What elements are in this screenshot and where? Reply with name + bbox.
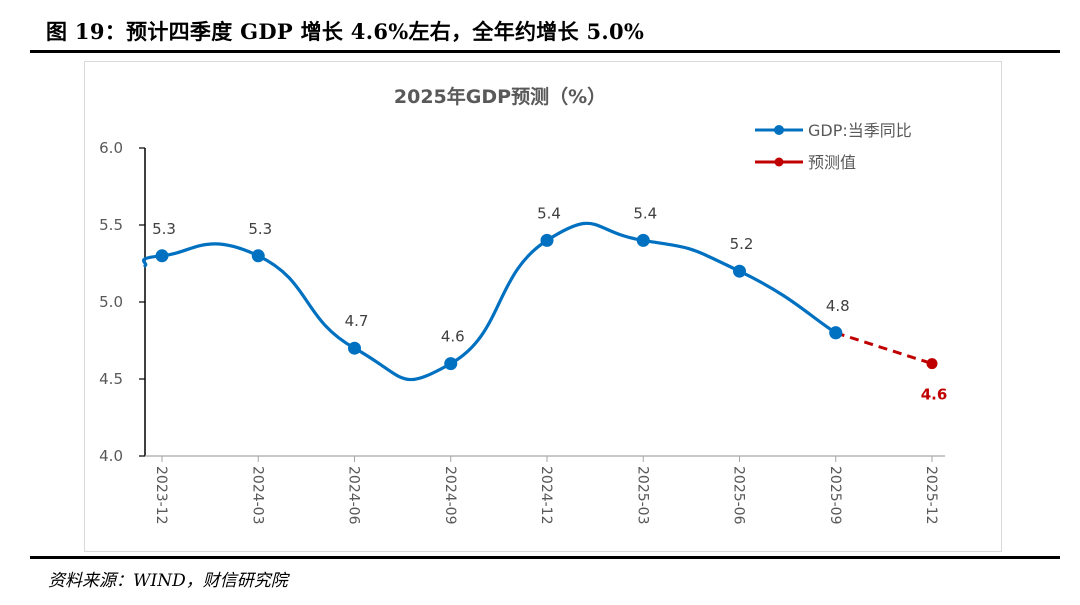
x-tick-label: 2025-03 <box>634 466 650 525</box>
gdp-data-label: 5.2 <box>730 235 754 253</box>
source-note: 资料来源：WIND，财信研究院 <box>48 571 288 591</box>
gdp-data-point <box>444 357 458 371</box>
gdp-data-label: 5.3 <box>248 220 272 238</box>
forecast-data-point <box>926 358 938 370</box>
gdp-data-label: 5.4 <box>537 204 561 222</box>
gdp-data-point <box>733 264 746 278</box>
gdp-data-point <box>155 249 169 263</box>
gdp-data-label: 4.7 <box>345 312 369 330</box>
x-tick-label: 2024-09 <box>442 466 458 525</box>
gdp-data-point <box>348 341 361 355</box>
chart-frame <box>84 61 1002 552</box>
x-tick-label: 2025-12 <box>923 466 939 525</box>
gdp-data-label: 5.4 <box>633 204 657 222</box>
legend-item-forecast: 预测值 <box>755 153 856 172</box>
x-tick-label: 2023-12 <box>153 466 169 525</box>
legend-marker-forecast <box>774 157 784 167</box>
top-rule <box>30 50 1060 53</box>
gdp-data-label: 5.3 <box>152 220 176 238</box>
gdp-data-label: 4.6 <box>441 328 465 346</box>
x-tick-label: 2025-06 <box>731 466 747 525</box>
x-tick-label: 2024-12 <box>538 466 554 525</box>
x-tick-label: 2024-03 <box>249 466 265 525</box>
forecast-series-line <box>835 331 933 366</box>
y-tick-label: 5.5 <box>99 216 123 234</box>
legend-item-gdp: GDP:当季同比 <box>755 121 912 140</box>
figure-title: 图 19：预计四季度 GDP 增长 4.6%左右，全年约增长 5.0% <box>46 19 645 44</box>
y-tick-label: 6.0 <box>99 139 123 157</box>
legend: GDP:当季同比 预测值 <box>755 121 912 172</box>
bottom-rule <box>30 556 1060 559</box>
axes: 6.0 5.5 5.0 4.5 4.0 2023-12 2024-03 2024-06 2024… <box>99 139 945 525</box>
chart-title: 2025年GDP预测（%） <box>394 85 606 108</box>
y-tick-label: 4.0 <box>99 447 123 465</box>
gdp-series-line <box>141 221 838 382</box>
data-labels: 5.3 5.3 4.7 4.6 5.4 5.4 5.2 4.8 4.6 <box>152 204 947 403</box>
legend-marker-gdp <box>774 125 784 135</box>
y-tick-label: 4.5 <box>99 370 123 388</box>
gdp-data-point <box>636 233 650 247</box>
y-tick-label: 5.0 <box>99 293 123 311</box>
legend-label-forecast: 预测值 <box>808 153 856 172</box>
x-tick-label: 2024-06 <box>346 466 362 525</box>
x-tick-label: 2025-09 <box>827 466 843 525</box>
legend-label-gdp: GDP:当季同比 <box>808 121 912 140</box>
series-layer <box>141 221 938 382</box>
gdp-data-point <box>829 326 843 340</box>
gdp-data-point <box>251 249 265 263</box>
forecast-data-label: 4.6 <box>921 386 948 404</box>
gdp-data-label: 4.8 <box>826 297 850 315</box>
gdp-data-point <box>540 233 554 247</box>
